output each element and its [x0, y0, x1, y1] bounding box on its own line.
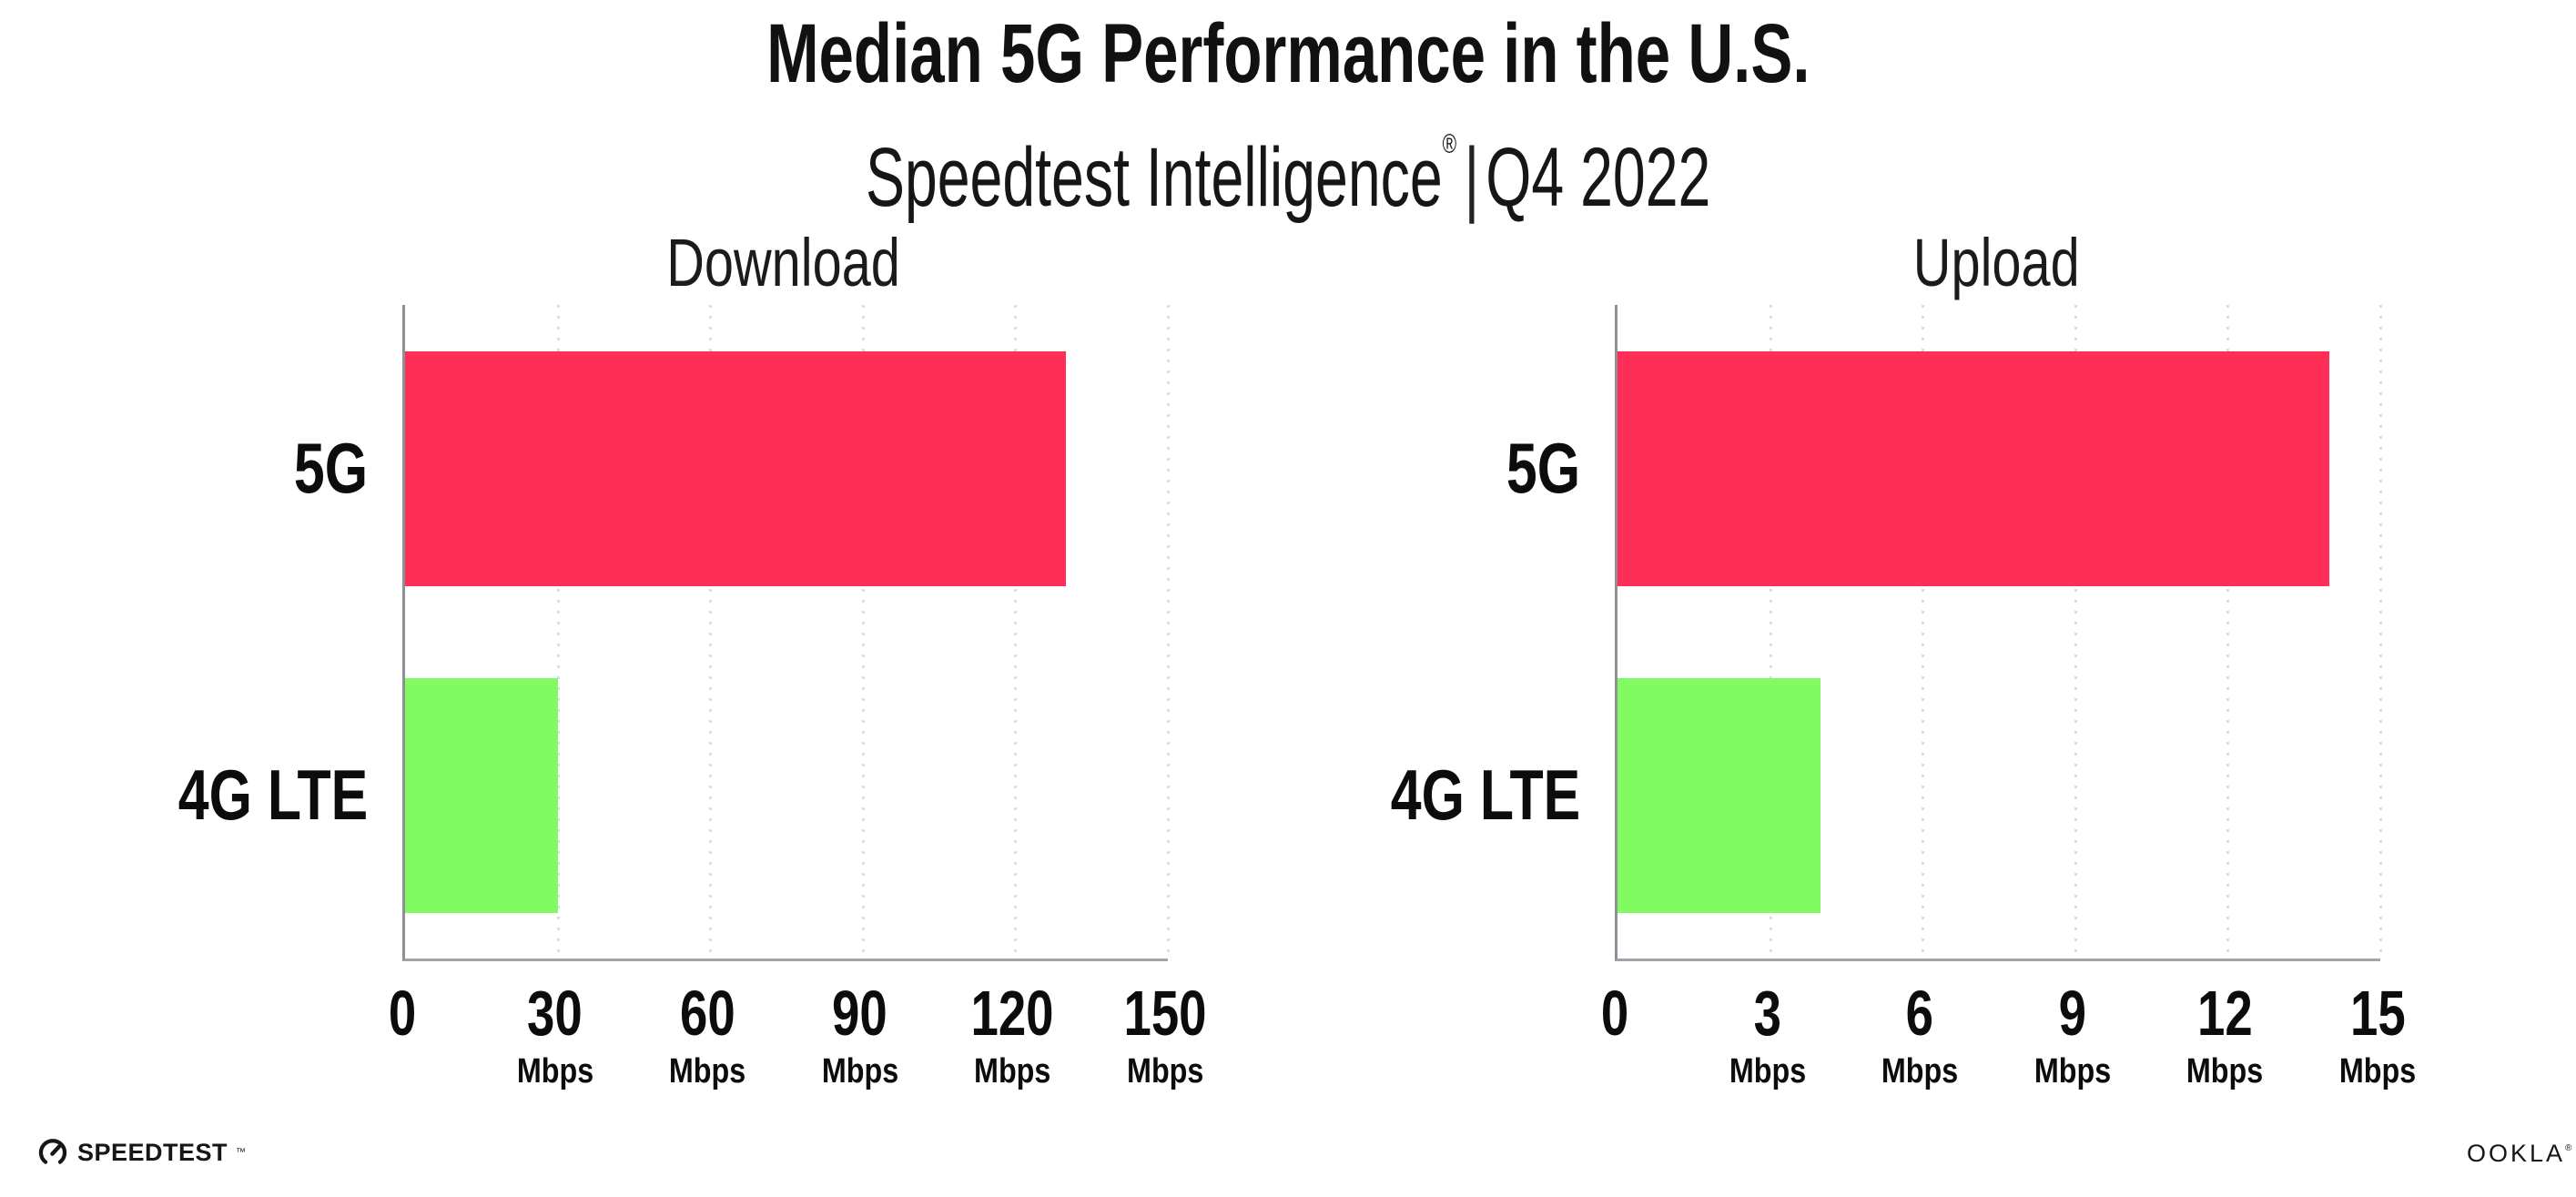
- tick-unit: Mbps: [2033, 1052, 2111, 1090]
- x-tick-30: 30 Mbps: [510, 978, 600, 1090]
- bar-4g-lte: [405, 678, 558, 913]
- page-title-text: Median 5G Performance in the U.S.: [766, 7, 1810, 100]
- chart-download: Download 5G 4G LTE 0 30 Mbps 60 Mbps 90 Mbps 120…: [177, 226, 1207, 1100]
- tick-number: 15: [2349, 978, 2406, 1049]
- gridline: [1014, 305, 1018, 959]
- tick-unit: Mbps: [516, 1052, 593, 1090]
- trademark-symbol: ™: [236, 1147, 247, 1158]
- tick-number: 30: [527, 978, 583, 1049]
- tick-unit: Mbps: [2186, 1052, 2264, 1090]
- category-label-5g: 5G: [1506, 428, 1580, 508]
- tick-number: 120: [970, 978, 1054, 1049]
- category-label-5g: 5G: [293, 428, 368, 508]
- tick-number: 3: [1753, 978, 1781, 1049]
- tick-unit: Mbps: [1729, 1052, 1806, 1090]
- subtitle-period: Q4 2022: [1486, 131, 1711, 224]
- subtitle-brand: Speedtest Intelligence: [865, 131, 1443, 224]
- x-tick-15: 15 Mbps: [2332, 978, 2422, 1090]
- tick-unit: Mbps: [821, 1052, 898, 1090]
- plot-area: [1615, 305, 2382, 961]
- chart-title: Download: [402, 226, 1165, 300]
- category-label-4g-lte: 4G LTE: [1390, 755, 1580, 835]
- tick-unit: Mbps: [1126, 1052, 1204, 1090]
- x-tick-60: 60 Mbps: [663, 978, 753, 1090]
- speedtest-logo: SPEEDTEST ™: [36, 1136, 246, 1169]
- tick-number: 90: [832, 978, 888, 1049]
- x-tick-9: 9 Mbps: [2027, 978, 2117, 1090]
- gridline: [1167, 305, 1170, 959]
- x-tick-0: 0: [385, 978, 421, 1049]
- gridline: [2379, 305, 2382, 959]
- tick-number: 12: [2197, 978, 2253, 1049]
- tick-unit: Mbps: [1881, 1052, 1959, 1090]
- gridline: [709, 305, 713, 959]
- tick-unit: Mbps: [2338, 1052, 2417, 1090]
- tick-number: 6: [1906, 978, 1934, 1049]
- gridline: [1769, 305, 1772, 959]
- bar-5g: [405, 351, 1067, 586]
- x-tick-12: 12 Mbps: [2180, 978, 2270, 1090]
- gridline: [861, 305, 865, 959]
- plot-area: [402, 305, 1170, 961]
- x-tick-120: 120 Mbps: [959, 978, 1066, 1090]
- tick-unit: Mbps: [669, 1052, 746, 1090]
- tick-unit: Mbps: [974, 1052, 1051, 1090]
- speedtest-wordmark: SPEEDTEST: [77, 1138, 228, 1166]
- subtitle-separator: |: [1464, 131, 1480, 224]
- page-subtitle: Speedtest Intelligence®|Q4 2022: [0, 96, 2576, 226]
- tick-number: 0: [388, 978, 417, 1049]
- gridline: [1922, 305, 1925, 959]
- x-tick-3: 3 Mbps: [1722, 978, 1812, 1090]
- gridline: [2226, 305, 2230, 959]
- category-axis: 5G 4G LTE: [177, 305, 368, 959]
- x-tick-6: 6 Mbps: [1875, 978, 1965, 1090]
- tick-number: 150: [1123, 978, 1207, 1049]
- value-axis: 0 3 Mbps 6 Mbps 9 Mbps 12 Mbps 15 Mbps: [1601, 978, 2416, 1095]
- bar-5g: [1618, 351, 2330, 586]
- x-tick-0: 0: [1597, 978, 1633, 1049]
- category-label-4g-lte: 4G LTE: [177, 755, 368, 835]
- registered-symbol: ®: [1442, 129, 1458, 159]
- chart-title-text: Upload: [1912, 225, 2080, 300]
- speedometer-icon: [38, 1139, 67, 1164]
- tick-number: 0: [1600, 978, 1629, 1049]
- bar-4g-lte: [1618, 678, 1821, 913]
- gridline: [556, 305, 560, 959]
- x-tick-90: 90 Mbps: [815, 978, 905, 1090]
- x-tick-150: 150 Mbps: [1112, 978, 1219, 1090]
- category-axis: 5G 4G LTE: [1390, 305, 1580, 959]
- chart-upload: Upload 5G 4G LTE 0 3 Mbps 6 Mbps 9 Mbps 12 Mbps 15…: [1390, 226, 2417, 1100]
- registered-symbol: ®: [2565, 1143, 2572, 1153]
- ookla-logo: OOKLA®: [2467, 1140, 2571, 1168]
- chart-title: Upload: [1615, 226, 2378, 300]
- tick-number: 60: [679, 978, 735, 1049]
- tick-number: 9: [2058, 978, 2086, 1049]
- value-axis: 0 30 Mbps 60 Mbps 90 Mbps 120 Mbps 150 Mbps: [389, 978, 1207, 1095]
- page-title: Median 5G Performance in the U.S.: [0, 7, 2576, 100]
- chart-title-text: Download: [666, 225, 901, 300]
- gridline: [2074, 305, 2077, 959]
- ookla-wordmark: OOKLA: [2467, 1140, 2566, 1167]
